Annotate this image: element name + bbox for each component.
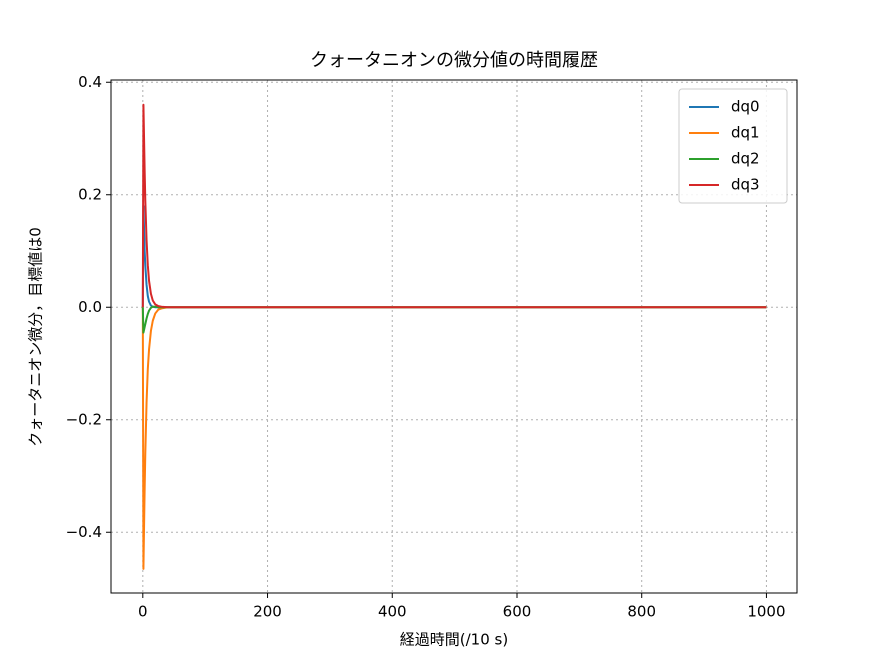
y-axis-label: クォータニオン微分，目標値は0: [27, 227, 45, 447]
legend-label: dq0: [731, 98, 760, 116]
y-tick-label: −0.4: [66, 523, 102, 541]
legend-label: dq2: [731, 150, 760, 168]
chart-title: クォータニオンの微分値の時間履歴: [310, 50, 598, 71]
x-tick-label: 600: [503, 603, 532, 621]
x-tick-label: 800: [627, 603, 656, 621]
y-tick-label: −0.2: [66, 410, 102, 428]
legend-box: [678, 88, 788, 204]
legend-label: dq3: [731, 176, 760, 194]
x-axis-label: 経過時間(/10 s): [400, 631, 508, 649]
x-tick-label: 0: [138, 603, 148, 621]
data-line: [141, 103, 767, 309]
x-tick-label: 1000: [747, 603, 785, 621]
y-tick-label: 0.0: [78, 298, 102, 316]
x-tick-label: 400: [378, 603, 407, 621]
y-tick-label: 0.2: [78, 185, 102, 203]
legend-label: dq1: [731, 124, 760, 142]
plot-frame: [110, 79, 798, 594]
y-tick-label: 0.4: [78, 73, 102, 91]
x-tick-label: 200: [253, 603, 282, 621]
